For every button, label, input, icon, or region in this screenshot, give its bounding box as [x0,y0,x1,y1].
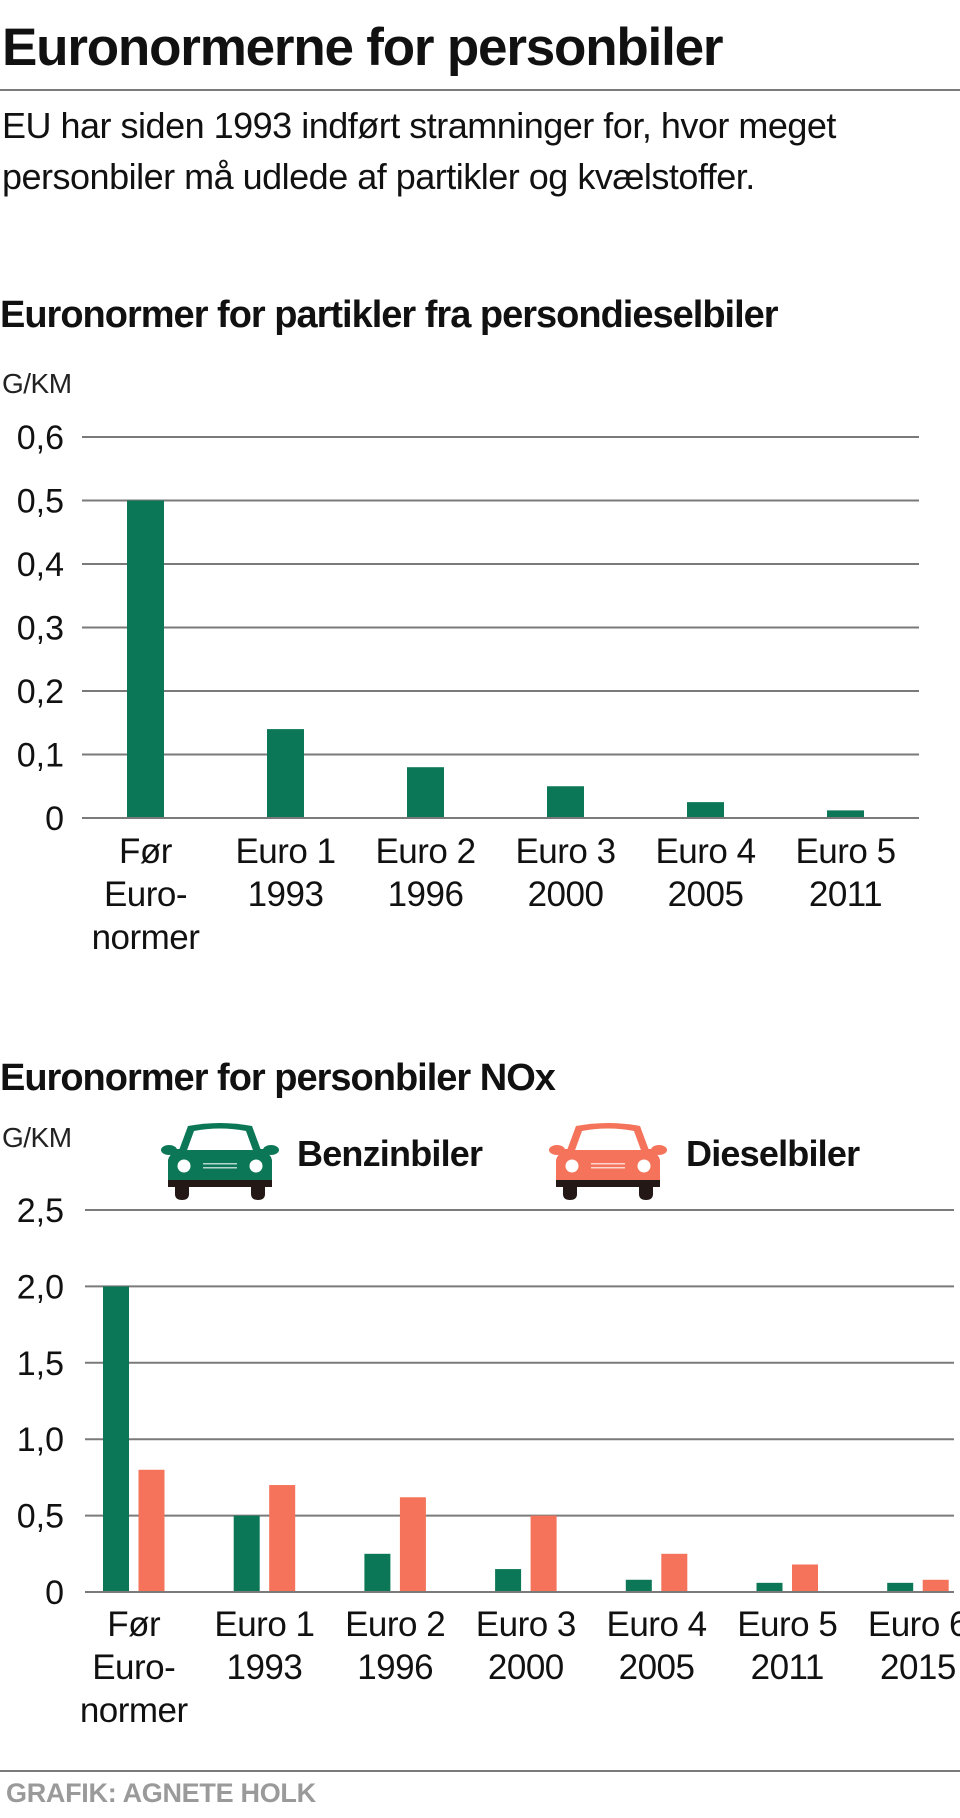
footer-credit: GRAFIK: AGNETE HOLK [6,1778,316,1808]
x-tick-label: Euro 1 [235,832,335,871]
chart-1-unit-label: G/KM [2,368,72,399]
x-tick-label: Euro- [92,1648,175,1687]
y-tick-label: 0,4 [17,546,64,584]
title-divider [0,89,960,91]
chart-1-title: Euronormer for partikler fra persondiese… [0,294,779,336]
y-tick-label: 1,0 [17,1421,64,1459]
x-tick-label: Før [107,1605,161,1644]
x-tick-label: Euro 5 [795,832,895,871]
page-subtitle: EU har siden 1993 indført stramninger fo… [2,105,836,197]
x-tick-label: 1993 [227,1648,303,1687]
bar-dieselbiler-0 [138,1469,165,1592]
bar-benzinbiler-3 [495,1569,522,1592]
nox-chart: 0 0,5 1,0 1,5 2,0 2,5 Før Euro-normer Euro 1 1993… [17,1192,960,1730]
bar-dieselbiler-2 [407,767,444,818]
x-tick-label: Euro 5 [737,1605,837,1644]
bar-dieselbiler-4 [687,802,724,818]
bar-dieselbiler-5 [827,810,864,818]
x-tick-label: Euro 3 [515,832,615,871]
x-tick-label: 1993 [248,875,324,914]
page-title: Euronormerne for personbiler [2,18,724,77]
legend-benzin-label: Benzinbiler [297,1133,483,1174]
y-tick-label: 0,1 [17,737,64,775]
x-tick-label: 2011 [751,1648,824,1687]
bar-dieselbiler-4 [661,1553,688,1592]
x-tick-label: 2011 [809,875,882,914]
y-tick-label: 0 [45,800,64,838]
bar-dieselbiler-3 [530,1515,557,1592]
chart-2-title: Euronormer for personbiler NOx [0,1057,556,1099]
y-tick-label: 1,5 [17,1345,64,1383]
particles-chart: 0 0,1 0,2 0,3 0,4 0,5 0,6 Før Euro-normer Euro 1 1… [17,420,919,957]
legend-diesel-car-icon [546,1120,670,1207]
bar-dieselbiler-0 [127,500,164,818]
x-tick-label: 2015 [880,1648,956,1687]
legend-diesel-label: Dieselbiler [686,1133,860,1174]
x-tick-label: Euro 2 [345,1605,445,1644]
x-tick-label: Før [119,832,173,871]
y-tick-label: 0,3 [17,610,64,648]
y-tick-label: 2,0 [17,1268,64,1306]
y-tick-label: 0,2 [17,673,64,711]
footer-divider [0,1770,960,1772]
x-tick-label: normer [92,918,201,957]
y-tick-label: 0,5 [17,483,64,521]
bar-dieselbiler-1 [267,729,304,818]
bar-benzinbiler-4 [625,1579,652,1592]
x-tick-label: Euro 4 [655,832,755,871]
bar-dieselbiler-1 [269,1485,296,1592]
legend-benzin-car-icon [158,1120,282,1207]
x-tick-label: Euro- [104,875,187,914]
bar-benzinbiler-2 [364,1553,391,1592]
x-tick-label: 1996 [357,1648,433,1687]
bar-benzinbiler-6 [887,1582,914,1592]
x-tick-label: Euro 6 [868,1605,960,1644]
x-tick-label: Euro 1 [214,1605,314,1644]
y-tick-label: 2,5 [17,1192,64,1230]
x-tick-label: Euro 4 [606,1605,706,1644]
x-tick-label: normer [80,1691,189,1730]
x-tick-label: 2000 [528,875,604,914]
bar-benzinbiler-1 [233,1515,260,1592]
x-tick-label: 2000 [488,1648,564,1687]
y-tick-label: 0,5 [17,1498,64,1536]
x-tick-label: Euro 2 [375,832,475,871]
bar-dieselbiler-2 [399,1497,426,1592]
bar-dieselbiler-5 [792,1564,818,1592]
x-tick-label: 1996 [388,875,464,914]
x-tick-label: Euro 3 [476,1605,576,1644]
bar-benzinbiler-0 [103,1286,129,1592]
x-tick-label: 2005 [619,1648,695,1687]
bar-dieselbiler-3 [547,786,584,818]
y-tick-label: 0,6 [17,420,64,457]
chart-2-unit-label: G/KM [2,1122,72,1153]
y-tick-label: 0 [45,1574,64,1612]
bar-dieselbiler-6 [922,1579,949,1592]
x-tick-label: 2005 [668,875,744,914]
bar-benzinbiler-5 [756,1582,783,1592]
